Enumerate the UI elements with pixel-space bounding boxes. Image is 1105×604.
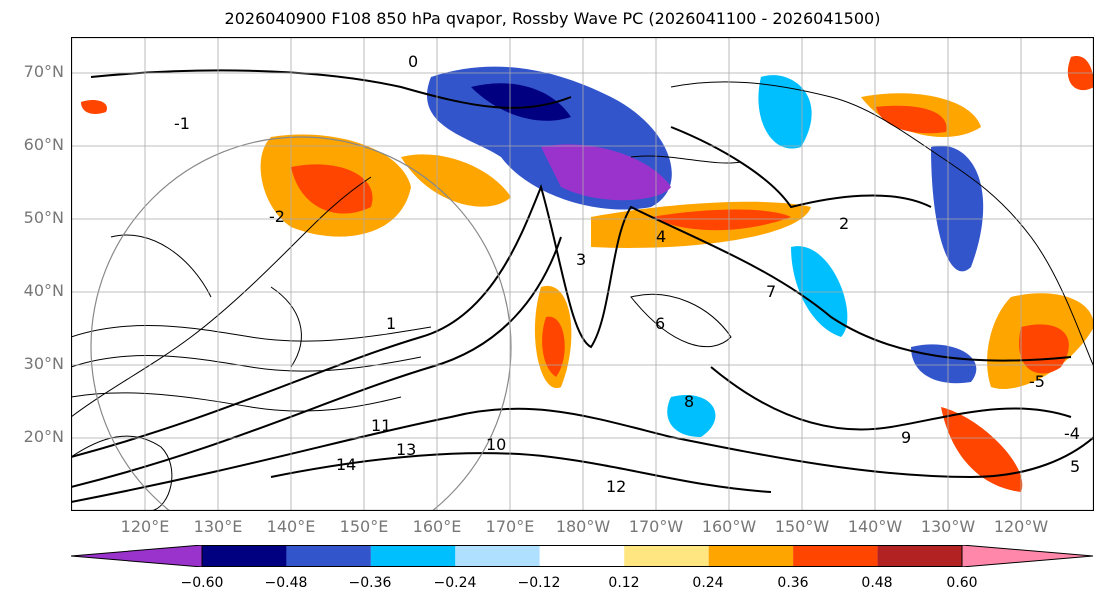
- map-panel: 0 -1 1 -2 2 4 3 6 9 8 11 13 14 10 12 5 7…: [71, 37, 1094, 511]
- lat-label: 50°N: [23, 208, 64, 227]
- coastlines: [71, 81, 1094, 511]
- contour-label: -1: [174, 114, 190, 133]
- contour-label: 4: [656, 227, 666, 246]
- lat-label: 60°N: [23, 135, 64, 154]
- lon-label: 140°E: [266, 517, 316, 536]
- colorbar-tick-label: 0.24: [692, 575, 724, 591]
- colorbar-tick-label: 0.36: [777, 575, 809, 591]
- colorbar-tick-label: −0.36: [348, 575, 392, 591]
- lon-label: 140°W: [847, 517, 903, 536]
- contour-label: 1: [386, 314, 396, 333]
- negative-anomaly-shading: [427, 64, 1094, 437]
- lon-label: 150°W: [774, 517, 830, 536]
- figure-title: 2026040900 F108 850 hPa qvapor, Rossby W…: [224, 9, 881, 28]
- contour-label: 3: [576, 250, 586, 269]
- colorbar-tick-label: −0.60: [180, 575, 224, 591]
- contour-label: 2: [839, 214, 849, 233]
- colorbar-tick-label: −0.24: [433, 575, 477, 591]
- colorbar-extension-high: [961, 545, 1094, 567]
- contour-label: -2: [269, 207, 285, 226]
- colorbar-frame: [201, 545, 963, 567]
- colorbar-segment: [286, 545, 371, 567]
- contour-label: 13: [396, 440, 416, 459]
- contour-label: 10: [486, 435, 506, 454]
- colorbar-segment: [455, 545, 540, 567]
- lon-label: 150°E: [339, 517, 389, 536]
- colorbar-segment: [370, 545, 456, 567]
- colorbar-tick-label: 0.12: [608, 575, 640, 591]
- contour-label: 12: [606, 477, 626, 496]
- colorbar: [71, 545, 1094, 567]
- colorbar-tick-label: −0.48: [264, 575, 308, 591]
- map-frame: [71, 37, 1094, 511]
- lon-label: 130°W: [920, 517, 976, 536]
- contour-label: -5: [1029, 372, 1045, 391]
- lon-label: 160°E: [412, 517, 462, 536]
- contour-lines-thin: [71, 234, 732, 412]
- lon-label: 160°W: [701, 517, 757, 536]
- colorbar-tick-label: 0.48: [861, 575, 893, 591]
- contour-label: 5: [1070, 457, 1080, 476]
- colorbar-tick-label: −0.12: [517, 575, 561, 591]
- contour-label: 0: [408, 52, 418, 71]
- contour-label: 7: [766, 282, 776, 301]
- gridlines: [71, 37, 1094, 511]
- lon-label: 120°W: [993, 517, 1049, 536]
- lat-label: 70°N: [23, 62, 64, 81]
- lon-label: 180°W: [555, 517, 611, 536]
- colorbar-extension-low: [71, 545, 203, 567]
- contour-label-layer: 0 -1 1 -2 2 4 3 6 9 8 11 13 14 10 12 5 7…: [174, 52, 1080, 496]
- contour-label: 11: [371, 416, 391, 435]
- lon-label: 170°E: [485, 517, 535, 536]
- colorbar-segment: [624, 545, 709, 567]
- colorbar-segment: [539, 545, 625, 567]
- contour-lines: [71, 69, 1094, 503]
- contour-label: 6: [655, 314, 665, 333]
- lon-label: 120°E: [120, 517, 170, 536]
- contour-label: 9: [901, 428, 911, 447]
- colorbar-segment: [877, 545, 962, 567]
- lat-label: 20°N: [23, 427, 64, 446]
- colorbar-tick-label: 0.60: [946, 575, 978, 591]
- lon-label: 170°W: [628, 517, 684, 536]
- contour-label: -4: [1064, 424, 1080, 443]
- contour-label: 14: [336, 455, 356, 474]
- lat-label: 30°N: [23, 354, 64, 373]
- colorbar-segment: [793, 545, 878, 567]
- colorbar-segment: [202, 545, 287, 567]
- colorbar-segment: [708, 545, 794, 567]
- contour-label: 8: [684, 392, 694, 411]
- lat-label: 40°N: [23, 281, 64, 300]
- projection-circle: [90, 136, 512, 511]
- lon-label: 130°E: [193, 517, 243, 536]
